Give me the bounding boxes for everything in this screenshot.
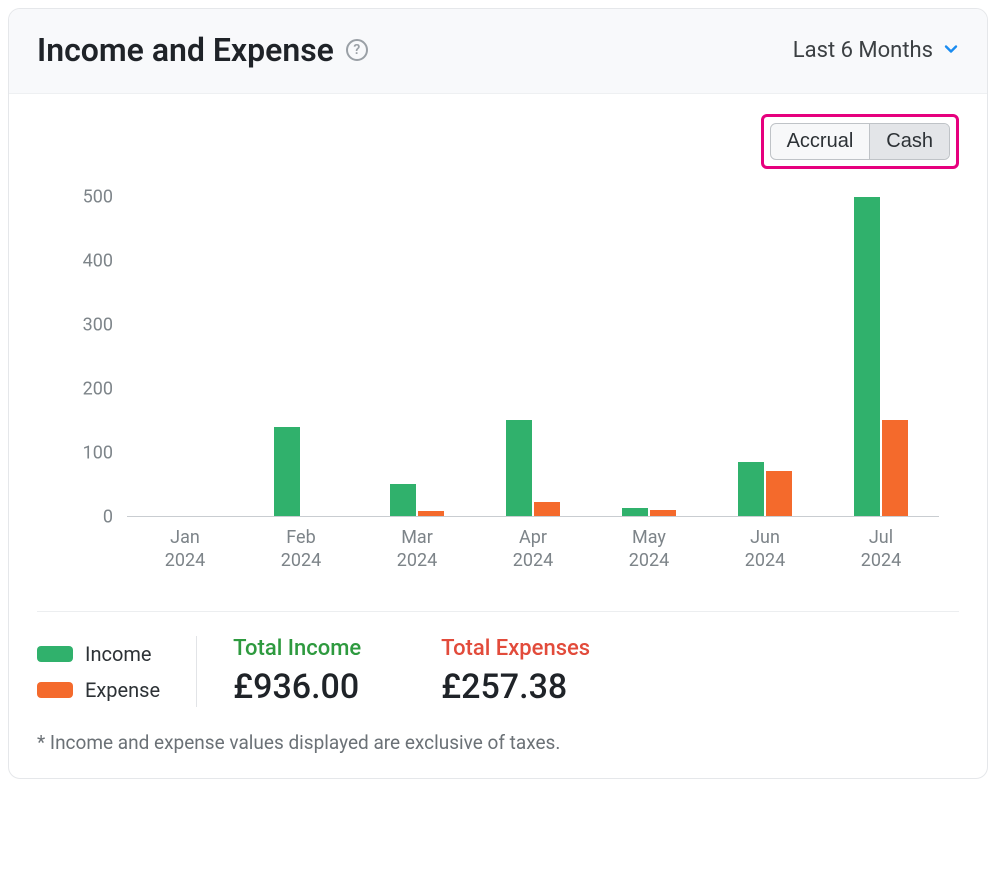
footnote: * Income and expense values displayed ar…: [37, 731, 959, 754]
legend-label: Expense: [85, 678, 160, 702]
legend-item-income: Income: [37, 642, 160, 666]
date-range-selector[interactable]: Last 6 Months: [793, 38, 959, 63]
x-tick-label: Mar2024: [359, 521, 475, 577]
y-axis: 0100200300400500: [37, 197, 127, 517]
x-axis: Jan2024Feb2024Mar2024Apr2024May2024Jun20…: [127, 521, 939, 577]
basis-toggle: AccrualCash: [770, 123, 950, 160]
total-expenses-label: Total Expenses: [441, 636, 590, 661]
bar-expense: [882, 420, 908, 516]
legend-swatch: [37, 682, 73, 698]
bar-expense: [766, 471, 792, 516]
vertical-divider: [196, 636, 197, 707]
category-group: [591, 197, 707, 516]
divider: [37, 611, 959, 612]
bar-income: [854, 197, 880, 516]
total-expenses-block: Total Expenses £257.38: [441, 636, 590, 707]
toggle-row: AccrualCash: [37, 114, 959, 169]
x-tick-label: May2024: [591, 521, 707, 577]
y-tick-label: 0: [103, 507, 113, 528]
legend: Income Expense: [37, 636, 196, 707]
toggle-highlight-box: AccrualCash: [761, 114, 959, 169]
total-income-block: Total Income £936.00: [233, 636, 361, 707]
x-tick-label: Jul2024: [823, 521, 939, 577]
bar-expense: [534, 502, 560, 516]
bar-income: [738, 462, 764, 516]
bars-container: [127, 197, 939, 516]
category-group: [243, 197, 359, 516]
summary-row: Income Expense Total Income £936.00 Total…: [37, 636, 959, 707]
chevron-down-icon: [943, 38, 959, 63]
income-expense-card: Income and Expense ? Last 6 Months Accru…: [8, 8, 988, 779]
date-range-label: Last 6 Months: [793, 38, 933, 63]
help-icon-glyph: ?: [353, 42, 360, 58]
card-body: AccrualCash 0 100 200 300 400 500 Jan2024Feb2…: [9, 94, 987, 778]
category-group: [475, 197, 591, 516]
total-expenses-value: £257.38: [441, 667, 590, 707]
x-tick-label: Apr2024: [475, 521, 591, 577]
bar-income: [274, 427, 300, 516]
y-tick-label: 200: [83, 379, 113, 400]
total-income-label: Total Income: [233, 636, 361, 661]
x-tick-label: Jan2024: [127, 521, 243, 577]
card-title: Income and Expense: [37, 31, 334, 69]
category-group: [707, 197, 823, 516]
bar-expense: [650, 510, 676, 516]
x-tick-label: Feb2024: [243, 521, 359, 577]
legend-label: Income: [85, 642, 152, 666]
bar-income: [622, 508, 648, 516]
y-tick-label: 300: [83, 315, 113, 336]
help-icon[interactable]: ?: [346, 39, 368, 61]
bar-income: [506, 420, 532, 516]
y-tick-label: 400: [83, 251, 113, 272]
chart-area: 0100200300400500 Jan2024Feb2024Mar2024Ap…: [37, 197, 959, 577]
bar-expense: [418, 511, 444, 516]
basis-toggle-accrual[interactable]: Accrual: [771, 124, 870, 159]
y-tick-label: 100: [83, 443, 113, 464]
legend-swatch: [37, 646, 73, 662]
chart-plot: [127, 197, 939, 517]
title-wrap: Income and Expense ?: [37, 31, 368, 69]
total-income-value: £936.00: [233, 667, 361, 707]
totals: Total Income £936.00 Total Expenses £257…: [233, 636, 959, 707]
category-group: [823, 197, 939, 516]
basis-toggle-cash[interactable]: Cash: [869, 124, 949, 159]
card-header: Income and Expense ? Last 6 Months: [9, 9, 987, 94]
x-tick-label: Jun2024: [707, 521, 823, 577]
y-tick-label: 500: [83, 187, 113, 208]
legend-item-expense: Expense: [37, 678, 160, 702]
category-group: [127, 197, 243, 516]
bar-income: [390, 484, 416, 516]
category-group: [359, 197, 475, 516]
